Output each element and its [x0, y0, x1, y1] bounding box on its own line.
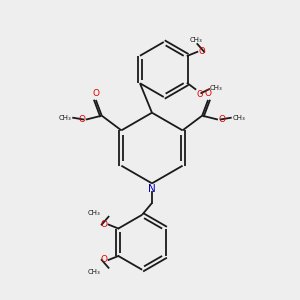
Text: CH₃: CH₃ [58, 115, 71, 121]
Text: O: O [196, 90, 203, 99]
Text: O: O [100, 255, 108, 264]
Text: N: N [148, 184, 156, 194]
Text: O: O [78, 115, 85, 124]
Text: O: O [92, 89, 99, 98]
Text: CH₃: CH₃ [88, 269, 101, 275]
Text: CH₃: CH₃ [88, 210, 101, 216]
Text: CH₃: CH₃ [210, 85, 223, 91]
Text: CH₃: CH₃ [232, 115, 245, 121]
Text: O: O [205, 89, 212, 98]
Text: O: O [219, 115, 226, 124]
Text: CH₃: CH₃ [190, 37, 203, 43]
Text: O: O [198, 47, 205, 56]
Text: O: O [100, 220, 108, 229]
